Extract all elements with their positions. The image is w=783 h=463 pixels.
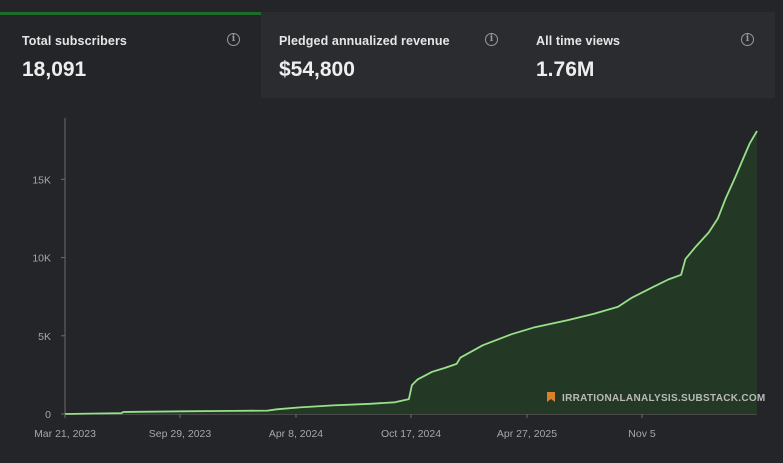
- chart-series-line: [64, 130, 758, 415]
- y-tick-label: 5K: [38, 331, 51, 343]
- x-tick-label: Apr 27, 2025: [497, 428, 557, 440]
- x-tick-label: Sep 29, 2023: [149, 428, 212, 440]
- metric-value: 1.76M: [536, 58, 595, 81]
- watermark-text: IRRATIONALANALYSIS.SUBSTACK.COM: [562, 393, 766, 404]
- info-circle-icon[interactable]: i: [485, 33, 498, 46]
- x-tick-label: Apr 8, 2024: [269, 428, 323, 440]
- x-tick-label: Oct 17, 2024: [381, 428, 441, 440]
- metric-all-time-views[interactable]: All time views 1.76M i: [517, 12, 775, 98]
- metric-value: $54,800: [279, 58, 355, 81]
- y-tick-label: 10K: [32, 253, 51, 265]
- metrics-row: Total subscribers 18,091 i Pledged annua…: [0, 12, 775, 98]
- metric-label: Total subscribers: [22, 34, 127, 48]
- y-tick-label: 15K: [32, 174, 51, 186]
- metric-value: 18,091: [22, 58, 87, 81]
- chart-area-fill: [65, 131, 757, 414]
- metric-label: Pledged annualized revenue: [279, 34, 450, 48]
- active-tab-indicator: [0, 12, 261, 15]
- x-axis-ticks: Mar 21, 2023 Sep 29, 2023 Apr 8, 2024 Oct 1…: [34, 414, 656, 440]
- y-axis-ticks: 0 5K 10K 15K: [32, 174, 65, 421]
- x-tick-label: Mar 21, 2023: [34, 428, 96, 440]
- metric-label: All time views: [536, 34, 621, 48]
- y-tick-label: 0: [45, 409, 51, 421]
- info-circle-icon[interactable]: i: [741, 33, 754, 46]
- bookmark-icon: [547, 392, 555, 402]
- watermark: IRRATIONALANALYSIS.SUBSTACK.COM: [547, 392, 766, 404]
- metric-total-subscribers[interactable]: Total subscribers 18,091 i: [0, 12, 261, 98]
- info-circle-icon[interactable]: i: [227, 33, 240, 46]
- x-tick-label: Nov 5: [628, 428, 656, 440]
- metric-pledged-revenue[interactable]: Pledged annualized revenue $54,800 i: [261, 12, 517, 98]
- subscribers-chart[interactable]: Mar 21, 2023 Sep 29, 2023 Apr 8, 2024 Oct 1…: [0, 98, 783, 463]
